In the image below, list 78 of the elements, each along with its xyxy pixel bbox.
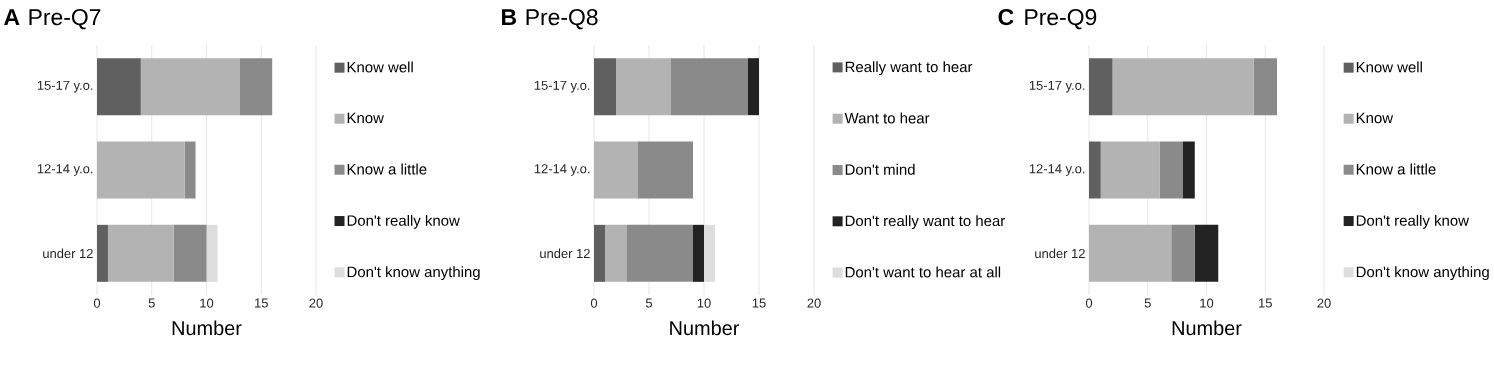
legend-label: Know	[347, 112, 384, 124]
x-tick-label: 20	[309, 298, 323, 308]
bar	[173, 224, 207, 282]
bar	[1159, 141, 1184, 199]
x-tick-label: 15	[1259, 298, 1272, 308]
bar	[1194, 224, 1219, 282]
x-tick-label: 0	[93, 298, 101, 308]
x-tick-label: 15	[255, 298, 268, 308]
y-tick-label: 15-17 y.o.	[534, 80, 590, 93]
bar	[1112, 58, 1254, 116]
y-tick-label: 15-17 y.o.	[37, 80, 93, 93]
bar	[638, 141, 694, 199]
bar	[140, 58, 240, 116]
bar	[1100, 141, 1160, 199]
bar	[671, 58, 749, 116]
text: B	[502, 9, 517, 26]
bar	[594, 58, 617, 116]
x-tick-label: 15	[752, 298, 766, 308]
bar	[97, 58, 141, 116]
legend-label: Know a little	[347, 163, 427, 175]
x-tick-label: 0	[1085, 298, 1093, 308]
legend-label: Don't mind	[845, 163, 915, 175]
legend-label: Know well	[1356, 61, 1422, 73]
x-tick-label: 0	[590, 298, 598, 308]
y-tick-label: 15-17 y.o.	[1029, 80, 1085, 93]
bar	[239, 58, 273, 116]
bar	[594, 224, 606, 282]
y-tick-label: under 12	[1035, 248, 1085, 259]
bar	[1089, 141, 1101, 199]
bar	[107, 224, 174, 282]
bar	[748, 58, 760, 116]
bar	[1253, 58, 1278, 116]
y-tick-label: 12-14 y.o.	[1029, 164, 1085, 176]
bar	[97, 141, 185, 199]
x-tick-label: 10	[1200, 298, 1214, 308]
legend-label: Don't really know	[1356, 214, 1469, 229]
chart-title: Pre-Q8	[526, 9, 598, 30]
bar	[97, 224, 108, 282]
legend-label: Don't want to hear at all	[845, 266, 1001, 278]
y-tick-label: under 12	[43, 248, 93, 259]
x-tick-label: 5	[645, 298, 653, 308]
bar	[1089, 58, 1113, 116]
bar	[1171, 224, 1195, 282]
bar	[594, 141, 639, 199]
legend-label: Don't know anything	[347, 266, 480, 281]
legend-label: Want to hear	[844, 112, 930, 124]
bar	[693, 224, 705, 282]
legend-label: Know a little	[1356, 163, 1436, 175]
legend-label: Really want to hear	[845, 61, 973, 76]
text: C	[998, 9, 1014, 26]
bar	[184, 141, 196, 199]
bar	[1089, 224, 1172, 282]
bar	[1183, 141, 1195, 199]
x-tick-label: 5	[1144, 298, 1151, 308]
chart-title: Pre-Q9	[1025, 9, 1097, 30]
bar	[704, 224, 716, 282]
bar	[206, 224, 218, 282]
x-axis-title: Number	[172, 320, 242, 336]
y-tick-label: under 12	[540, 248, 590, 259]
x-tick-label: 20	[1317, 298, 1331, 308]
x-tick-label: 5	[148, 298, 155, 308]
bar	[616, 58, 672, 116]
x-axis-title: Number	[1172, 320, 1242, 336]
y-tick-label: 12-14 y.o.	[534, 164, 590, 176]
bar	[605, 224, 628, 282]
x-tick-label: 10	[200, 298, 214, 308]
x-axis-title: Number	[670, 320, 740, 336]
chart-title: Pre-Q7	[29, 9, 101, 30]
legend-label: Know well	[347, 61, 413, 73]
bar	[627, 224, 694, 282]
x-tick-label: 10	[697, 298, 711, 308]
legend-label: Don't know anything	[1356, 266, 1489, 281]
x-tick-label: 20	[807, 298, 821, 308]
legend-label: Know	[1356, 112, 1394, 124]
legend-label: Don't really know	[347, 214, 460, 229]
y-tick-label: 12-14 y.o.	[37, 164, 93, 176]
text: A	[4, 9, 20, 25]
legend-label: Don't really want to hear	[845, 215, 1005, 230]
